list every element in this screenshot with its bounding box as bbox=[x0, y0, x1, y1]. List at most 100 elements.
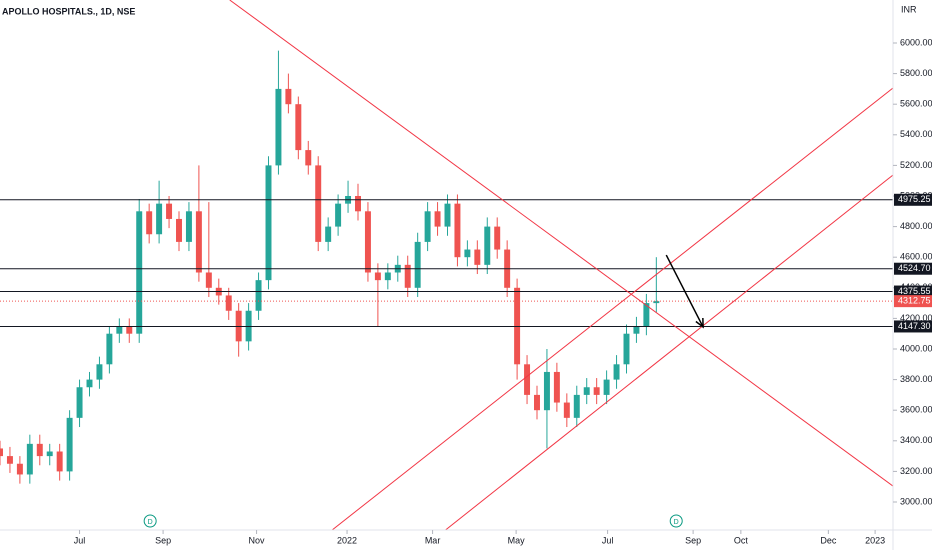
candle-body bbox=[593, 387, 600, 395]
candle-body bbox=[404, 264, 411, 288]
candle-body bbox=[384, 272, 391, 281]
y-tick-label: 3000.00 bbox=[900, 496, 932, 506]
level-label: 4375.55 bbox=[898, 286, 931, 296]
candle-body bbox=[474, 249, 481, 265]
candle-body bbox=[0, 448, 3, 457]
candle-body bbox=[36, 443, 43, 457]
y-tick-label: 5400.00 bbox=[900, 129, 932, 139]
y-tick-label: 4200.00 bbox=[900, 313, 932, 323]
level-label: 4975.25 bbox=[898, 194, 931, 204]
candle-body bbox=[494, 226, 501, 250]
plot-area bbox=[0, 0, 893, 530]
candle-body bbox=[146, 211, 153, 235]
dividend-marker bbox=[143, 514, 157, 528]
candle-body bbox=[653, 301, 660, 304]
x-tick-label: Jul bbox=[602, 535, 614, 545]
level-tag bbox=[894, 285, 932, 298]
dividend-marker bbox=[669, 514, 683, 528]
currency-label: INR bbox=[901, 4, 917, 14]
candle-body bbox=[275, 88, 282, 166]
candle-body bbox=[265, 165, 272, 281]
candle-body bbox=[96, 364, 103, 380]
x-tick-label: 2022 bbox=[337, 535, 357, 545]
candle-body bbox=[573, 394, 580, 418]
x-tick-label: Dec bbox=[820, 535, 837, 545]
x-tick-label: Mar bbox=[425, 535, 441, 545]
candle-body bbox=[364, 211, 371, 273]
y-tick-label: 5800.00 bbox=[900, 68, 932, 78]
dividend-label: D bbox=[148, 519, 153, 526]
candle-body bbox=[424, 211, 431, 242]
level-tag bbox=[894, 320, 932, 333]
candle-body bbox=[255, 280, 262, 311]
candle-body bbox=[315, 165, 322, 242]
trendline bbox=[229, 0, 893, 487]
y-tick-label: 3200.00 bbox=[900, 466, 932, 476]
candle-body bbox=[335, 203, 342, 227]
candle-body bbox=[454, 203, 461, 258]
candle-body bbox=[126, 326, 133, 334]
candle-body bbox=[524, 364, 531, 395]
candle-body bbox=[295, 104, 302, 151]
y-tick-label: 5200.00 bbox=[900, 160, 932, 170]
level-tag bbox=[894, 193, 932, 206]
level-tag bbox=[894, 262, 932, 275]
level-label: 4524.70 bbox=[898, 263, 931, 273]
candle-body bbox=[136, 211, 143, 334]
candle-body bbox=[285, 88, 292, 105]
candle-body bbox=[195, 211, 202, 273]
candle-body bbox=[444, 203, 451, 227]
x-tick-label: Sep bbox=[685, 535, 701, 545]
trendline bbox=[445, 174, 893, 530]
candle-body bbox=[185, 211, 192, 242]
dividend-label: D bbox=[674, 519, 679, 526]
candle-body bbox=[166, 203, 173, 219]
y-tick-label: 6000.00 bbox=[900, 37, 932, 47]
candle-body bbox=[116, 326, 123, 334]
candle-body bbox=[325, 226, 332, 242]
x-tick-label: Jul bbox=[74, 535, 86, 545]
arrow bbox=[665, 254, 704, 328]
x-tick-label: Oct bbox=[734, 535, 749, 545]
y-tick-label: 3400.00 bbox=[900, 435, 932, 445]
y-tick-label: 5600.00 bbox=[900, 99, 932, 109]
candle-body bbox=[6, 456, 13, 464]
y-tick-label: 4600.00 bbox=[900, 252, 932, 262]
x-tick-label: 2023 bbox=[865, 535, 885, 545]
candle-body bbox=[414, 241, 421, 288]
candle-body bbox=[305, 150, 312, 166]
candle-body bbox=[66, 417, 73, 472]
arrow-head bbox=[695, 317, 704, 329]
candle-body bbox=[643, 303, 650, 327]
x-tick-label: Nov bbox=[249, 535, 266, 545]
last-price-label: 4312.75 bbox=[898, 296, 931, 306]
candle-body bbox=[633, 326, 640, 334]
trendline bbox=[331, 87, 893, 530]
y-tick-label: 4000.00 bbox=[900, 343, 932, 353]
candle-body bbox=[603, 379, 610, 395]
y-tick-label: 4800.00 bbox=[900, 221, 932, 231]
candle-body bbox=[355, 195, 361, 212]
y-tick-label: 3800.00 bbox=[900, 374, 932, 384]
candle-body bbox=[176, 218, 182, 242]
candle-body bbox=[225, 295, 232, 311]
y-tick-label: 3600.00 bbox=[900, 405, 932, 415]
candle-body bbox=[46, 451, 53, 457]
candle-body bbox=[484, 226, 491, 265]
candle-body bbox=[623, 333, 630, 365]
candle-body bbox=[553, 371, 560, 403]
chart-title: APOLLO HOSPITALS., 1D, NSE bbox=[2, 6, 135, 16]
candle-body bbox=[374, 272, 381, 281]
candle-body bbox=[464, 249, 471, 258]
candle-body bbox=[16, 463, 23, 475]
candle-body bbox=[156, 203, 163, 235]
candle-body bbox=[534, 394, 540, 411]
x-tick-label: Sep bbox=[155, 535, 171, 545]
x-tick-label: May bbox=[508, 535, 526, 545]
candle-body bbox=[76, 387, 83, 418]
candle-body bbox=[434, 211, 441, 227]
level-label: 4147.30 bbox=[898, 321, 931, 331]
candle-body bbox=[56, 451, 63, 472]
